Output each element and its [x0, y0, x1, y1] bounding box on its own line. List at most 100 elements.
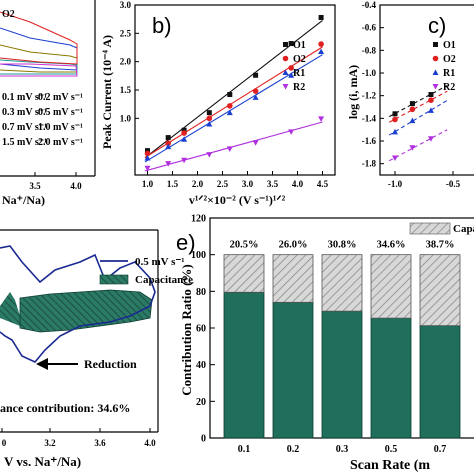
c-fit-line-o2: [388, 90, 448, 123]
c-data-point-o1: [409, 101, 415, 107]
panel-b-xtick-label: 3.5: [267, 179, 279, 189]
panel-a-legend-3: 0.3 mV s⁻¹: [2, 107, 47, 118]
panel-c-frame: [379, 4, 474, 176]
bar-capacitive: [321, 254, 363, 312]
contribution-annotation: ance contribution: 34.6%: [0, 401, 130, 415]
panel-b-ytick-label: 1.0: [120, 113, 132, 123]
data-point-o2: [318, 41, 324, 47]
panel-c: c) -0.4-0.6-0.8-1.0-1.2-1.4-1.6-1.8-1.0-…: [346, 0, 474, 189]
panel-d-legend-capacitance: Capacitance: [135, 274, 193, 286]
data-point-o2: [206, 115, 213, 122]
panel-d-xtick-label-3: 4.0: [144, 438, 156, 448]
bar-capacitive: [370, 254, 412, 319]
c-fit-line-r1: [388, 99, 448, 136]
panel-c-ylabel: log (i, mA): [346, 65, 360, 119]
data-point-o2: [144, 150, 151, 157]
panel-b-ytick-label: 2.5: [120, 28, 132, 38]
panel-a-legend-top: O2: [2, 9, 15, 20]
panel-c-legend: O1 O2 R1 R2: [432, 40, 456, 93]
panel-b-legend-o1: O1: [293, 40, 306, 51]
c-legend-marker-o2: [432, 55, 439, 62]
panel-d-xlabel: V vs. Na⁺/Na): [4, 454, 81, 469]
panel-b-xtick-label: 3.0: [242, 179, 254, 189]
panel-a-legend-7: 1.5 mV s⁻¹: [2, 137, 47, 148]
panel-a: O2 0.1 mV s⁻¹ 0.2 mV s⁻¹ 0.3 mV s⁻¹ 0.5 …: [0, 0, 96, 207]
c-data-point-r2: [392, 155, 398, 161]
panel-d: 0.5 mV s⁻¹ Capacitance Reduction ance co…: [0, 229, 193, 469]
panel-c-letter: c): [428, 13, 446, 38]
panel-c-legend-o2: O2: [443, 54, 456, 65]
panel-b-ylabel: Peak Current (10⁻⁴ A): [100, 35, 114, 149]
panel-e-xlabel: Scan Rate (m: [350, 458, 430, 473]
data-point-r2: [181, 157, 188, 164]
panel-e-xtick-label: 0.5: [385, 444, 398, 455]
percent-label: 34.6%: [377, 240, 406, 251]
panel-a-xtick-label-2: 4.0: [70, 181, 82, 191]
panel-b-ytick-label: 3.0: [120, 0, 132, 10]
c-legend-marker-r2: [432, 84, 439, 90]
panel-b-xtick-label: 1.5: [167, 179, 179, 189]
bar-diffusion: [223, 291, 265, 439]
panel-b: b) 1.0 1.5 2.0 2.5 3.0 3.5 4.0 4.5 1.0 1.5 2.0 2.5 3…: [100, 0, 336, 207]
panel-e-xtick-label: 0.7: [434, 444, 447, 455]
panel-b-legend-r2: R2: [293, 82, 305, 93]
data-point-r2: [252, 140, 259, 146]
panel-d-legend-cv: 0.5 mV s⁻¹: [135, 256, 185, 268]
cv-curve-1: [0, 11, 78, 65]
panel-c-legend-r1: R1: [443, 68, 455, 79]
cv-curve-4: [0, 59, 78, 75]
bar-capacitive: [419, 254, 461, 327]
data-point-o2: [252, 88, 259, 94]
panel-e-ytick-label: 60: [196, 324, 206, 335]
percent-label: 20.5%: [230, 240, 259, 251]
data-point-r2: [144, 165, 151, 172]
panel-c-points: [392, 92, 434, 161]
c-data-point-o1: [428, 92, 434, 98]
panel-d-xtick-label-0: 0: [2, 438, 7, 448]
panel-b-legend-r1: R1: [293, 68, 305, 79]
panel-e-ylabel: Contribution Ratio (%): [179, 264, 194, 395]
panel-b-ytick-label: 1.5: [120, 85, 132, 95]
panel-c-ytick-label: -0.8: [362, 45, 377, 55]
bar-capacitive: [272, 254, 314, 303]
c-data-point-o2: [428, 97, 434, 103]
capacitance-region-left: [0, 292, 20, 326]
panel-e-ytick-label: 0: [201, 434, 206, 445]
panel-c-legend-o1: O1: [443, 40, 456, 51]
data-point-r1: [181, 136, 188, 142]
c-data-point-r2: [409, 145, 416, 151]
panel-a-xlabel: Na⁺/Na): [2, 193, 45, 207]
data-point-r2: [288, 129, 295, 135]
data-point-r1: [165, 143, 172, 150]
panel-e-xtick-label: 0.2: [287, 444, 300, 455]
panel-b-letter: b): [152, 13, 172, 38]
data-point-r1: [318, 48, 325, 54]
c-data-point-r2: [427, 136, 434, 142]
c-data-point-o1: [392, 111, 398, 117]
fit-line-r1: [144, 54, 323, 163]
panel-e-ytick-label: 100: [191, 250, 206, 261]
percent-label: 26.0%: [279, 240, 308, 251]
panel-b-ytick-label: 2.0: [120, 57, 132, 67]
panel-e-ytick-label: 120: [191, 214, 206, 225]
c-data-point-r1: [392, 128, 398, 135]
panel-c-fit-lines: [388, 85, 448, 162]
data-point-r2: [318, 116, 325, 122]
data-point-o1: [206, 110, 212, 116]
bar-diffusion: [272, 301, 314, 439]
panel-e-bars: [223, 254, 461, 439]
panel-e-ytick-label: 80: [196, 287, 206, 298]
bar-capacitive: [223, 254, 265, 293]
c-data-point-o2: [409, 106, 416, 113]
data-point-o1: [145, 148, 150, 154]
panel-d-xtick-label-1: 3.2: [44, 438, 56, 448]
panel-e-ytick-label: 40: [196, 360, 206, 371]
data-point-o1: [318, 14, 324, 20]
cv-curve-0-5: [0, 245, 156, 363]
panel-b-legend-o2: O2: [293, 54, 306, 65]
fit-line-o2: [144, 46, 323, 158]
panel-c-legend-r2: R2: [443, 82, 455, 93]
c-legend-marker-r1: [432, 69, 439, 75]
